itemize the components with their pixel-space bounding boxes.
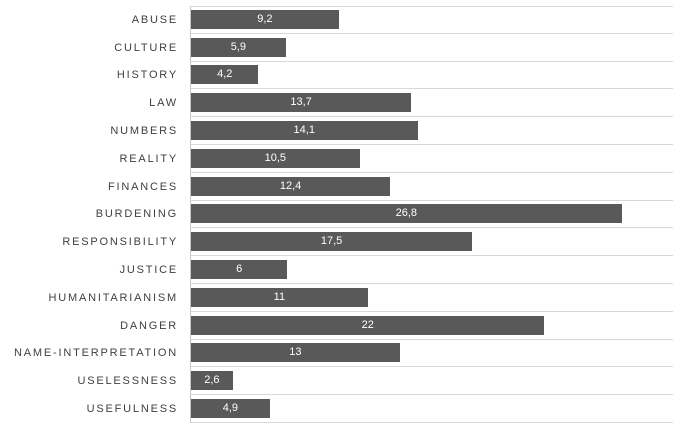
plot-area: ABUSE 9,2 CULTURE 5,9 HISTORY 4,2 LAW 13,7 NUMBE… bbox=[0, 6, 673, 423]
value-label: 9,2 bbox=[257, 13, 273, 26]
bar: 22 bbox=[191, 315, 545, 335]
category-label: ABUSE bbox=[131, 13, 178, 26]
chart-row: BURDENING 26,8 bbox=[0, 200, 673, 229]
bar: 13 bbox=[191, 343, 400, 363]
category-label: REALITY bbox=[119, 152, 178, 165]
bar-track: 12,4 bbox=[190, 172, 673, 201]
bar-track: 9,2 bbox=[190, 6, 673, 34]
bar: 5,9 bbox=[191, 37, 286, 57]
chart-row: LAW 13,7 bbox=[0, 89, 673, 118]
value-label: 12,4 bbox=[279, 179, 302, 192]
chart-row: USELESSNESS 2,6 bbox=[0, 367, 673, 396]
value-label: 13 bbox=[289, 346, 302, 359]
category-label: HISTORY bbox=[116, 69, 178, 82]
chart-row: NAME-INTERPRETATION 13 bbox=[0, 339, 673, 368]
chart-row: HUMANITARIANISM 11 bbox=[0, 283, 673, 312]
value-label: 14,1 bbox=[293, 124, 315, 137]
bar-track: 4,9 bbox=[190, 395, 673, 423]
bar: 10,5 bbox=[191, 148, 360, 168]
chart-row: DANGER 22 bbox=[0, 311, 673, 340]
category-label: BURDENING bbox=[95, 208, 178, 221]
bar: 4,9 bbox=[191, 399, 270, 419]
bar-track: 26,8 bbox=[190, 200, 673, 229]
chart-rows: ABUSE 9,2 CULTURE 5,9 HISTORY 4,2 LAW 13,7 NUMBE… bbox=[0, 6, 673, 423]
bar: 9,2 bbox=[191, 10, 339, 30]
category-label: LAW bbox=[149, 97, 178, 110]
chart-row: NUMBERS 14,1 bbox=[0, 117, 673, 145]
bar: 12,4 bbox=[191, 176, 391, 196]
value-label: 10,5 bbox=[264, 151, 287, 164]
category-label: NUMBERS bbox=[110, 125, 178, 138]
bar-track: 6 bbox=[190, 256, 673, 284]
value-label: 11 bbox=[273, 290, 286, 303]
bar-track: 22 bbox=[190, 311, 673, 340]
chart-row: CULTURE 5,9 bbox=[0, 33, 673, 62]
bar: 17,5 bbox=[191, 232, 473, 252]
bar-track: 11 bbox=[190, 283, 673, 312]
chart-row: USEFULNESS 4,9 bbox=[0, 395, 673, 423]
bar-track: 10,5 bbox=[190, 144, 673, 173]
value-label: 2,6 bbox=[204, 374, 220, 387]
category-label: NAME-INTERPRETATION bbox=[14, 347, 178, 360]
bar-track: 2,6 bbox=[190, 367, 673, 396]
bar-track: 13,7 bbox=[190, 89, 673, 118]
bar-track: 14,1 bbox=[190, 117, 673, 145]
chart-row: ABUSE 9,2 bbox=[0, 6, 673, 34]
value-label: 4,2 bbox=[217, 68, 233, 81]
category-label: CULTURE bbox=[114, 41, 178, 54]
bar: 13,7 bbox=[191, 93, 412, 113]
chart-row: JUSTICE 6 bbox=[0, 256, 673, 284]
bar: 26,8 bbox=[191, 204, 622, 224]
value-label: 17,5 bbox=[320, 235, 343, 248]
value-label: 13,7 bbox=[290, 96, 312, 109]
chart-row: FINANCES 12,4 bbox=[0, 172, 673, 201]
category-label: USEFULNESS bbox=[86, 403, 178, 416]
chart-row: HISTORY 4,2 bbox=[0, 61, 673, 90]
value-label: 6 bbox=[236, 263, 243, 276]
category-label: HUMANITARIANISM bbox=[48, 291, 178, 304]
value-label: 5,9 bbox=[230, 40, 247, 53]
category-label: RESPONSIBILITY bbox=[62, 236, 178, 249]
bar-track: 4,2 bbox=[190, 61, 673, 90]
bar: 11 bbox=[191, 287, 368, 307]
bar: 4,2 bbox=[191, 65, 259, 85]
value-label: 22 bbox=[361, 318, 374, 331]
bar-track: 17,5 bbox=[190, 228, 673, 257]
chart-row: REALITY 10,5 bbox=[0, 144, 673, 173]
value-label: 26,8 bbox=[395, 207, 417, 220]
value-label: 4,9 bbox=[222, 402, 238, 415]
chart-row: RESPONSIBILITY 17,5 bbox=[0, 228, 673, 257]
bar-track: 5,9 bbox=[190, 33, 673, 62]
bar: 14,1 bbox=[191, 121, 418, 141]
category-label: FINANCES bbox=[107, 180, 178, 193]
bar: 6 bbox=[191, 260, 288, 280]
category-label: DANGER bbox=[120, 319, 178, 332]
category-label: JUSTICE bbox=[119, 264, 178, 277]
category-label: USELESSNESS bbox=[77, 375, 178, 388]
bar-track: 13 bbox=[190, 339, 673, 368]
bar: 2,6 bbox=[191, 371, 233, 391]
